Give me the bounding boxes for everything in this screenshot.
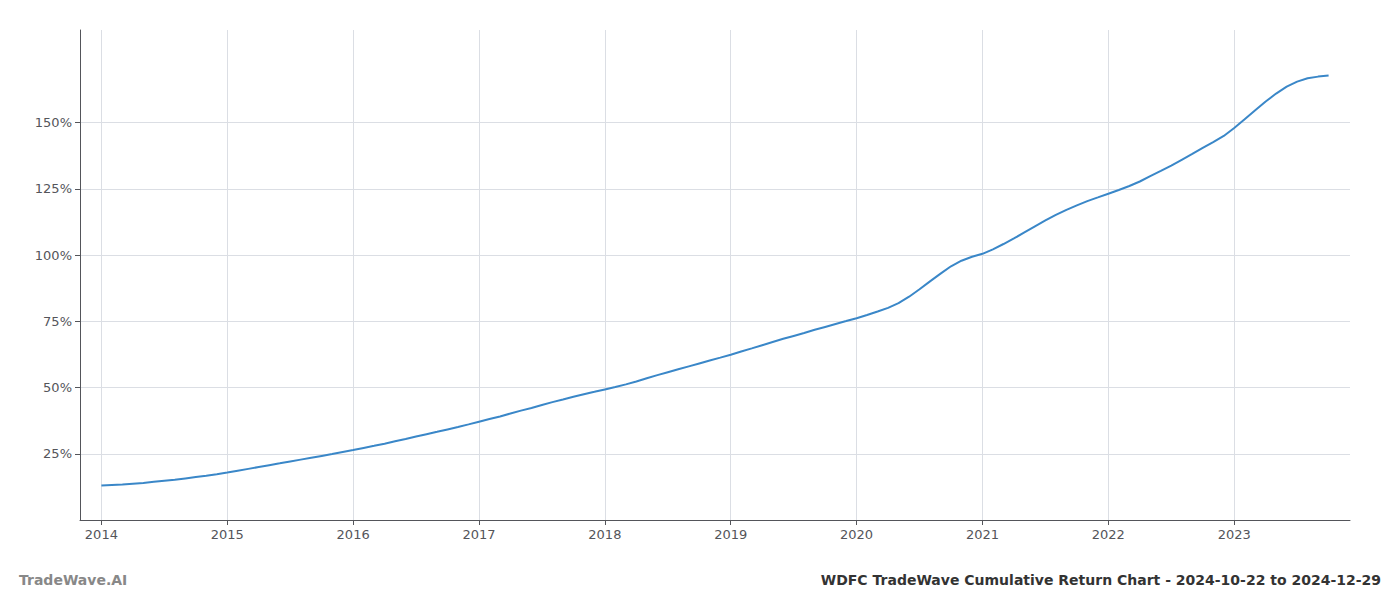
svg-text:2015: 2015 bbox=[211, 527, 244, 542]
svg-text:2018: 2018 bbox=[588, 527, 621, 542]
svg-text:2016: 2016 bbox=[337, 527, 370, 542]
svg-text:2023: 2023 bbox=[1218, 527, 1251, 542]
svg-text:2022: 2022 bbox=[1092, 527, 1125, 542]
svg-text:2021: 2021 bbox=[966, 527, 999, 542]
svg-text:2019: 2019 bbox=[714, 527, 747, 542]
svg-text:150%: 150% bbox=[35, 115, 72, 130]
svg-text:WDFC TradeWave Cumulative Retu: WDFC TradeWave Cumulative Return Chart -… bbox=[821, 572, 1381, 588]
svg-text:25%: 25% bbox=[43, 446, 72, 461]
svg-text:2017: 2017 bbox=[462, 527, 495, 542]
svg-text:50%: 50% bbox=[43, 380, 72, 395]
svg-text:75%: 75% bbox=[43, 314, 72, 329]
svg-text:100%: 100% bbox=[35, 248, 72, 263]
svg-text:125%: 125% bbox=[35, 181, 72, 196]
svg-text:2020: 2020 bbox=[840, 527, 873, 542]
svg-text:TradeWave.AI: TradeWave.AI bbox=[19, 572, 127, 588]
svg-text:2014: 2014 bbox=[85, 527, 118, 542]
